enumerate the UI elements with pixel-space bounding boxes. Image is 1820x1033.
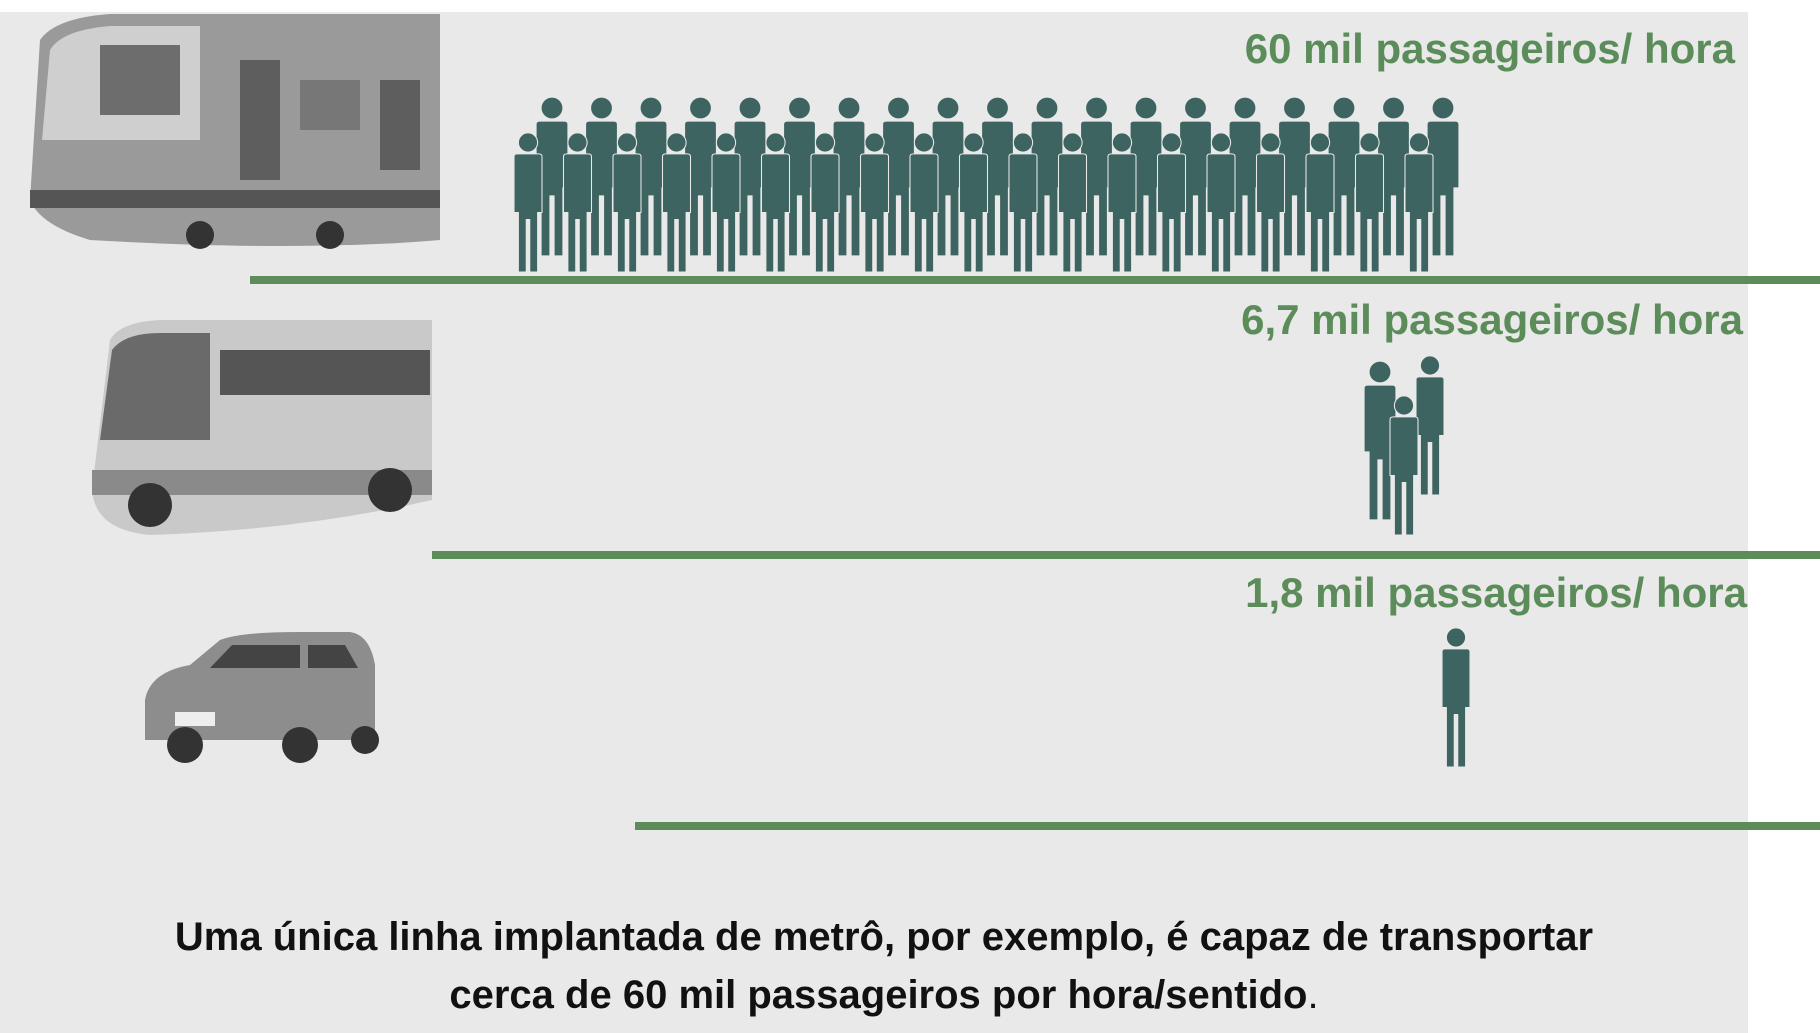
divider [432, 551, 1820, 559]
row-label: 60 mil passageiros/ hora [1245, 25, 1736, 72]
caption-period: . [1307, 973, 1318, 1017]
bus-image [92, 320, 432, 535]
divider [250, 276, 1820, 284]
train-image [30, 14, 440, 249]
row-label: 1,8 mil passageiros/ hora [1245, 569, 1748, 616]
divider [635, 822, 1820, 830]
caption: Uma única linha implantada de metrô, por… [175, 915, 1593, 959]
caption-text: cerca de 60 mil passageiros por hora/sen… [449, 973, 1307, 1017]
page: 60 mil passageiros/ hora 6,7 mil passage… [0, 0, 1820, 1033]
caption: cerca de 60 mil passageiros por hora/sen… [449, 973, 1318, 1017]
row-label: 6,7 mil passageiros/ hora [1241, 296, 1744, 343]
slide: 60 mil passageiros/ hora 6,7 mil passage… [0, 0, 1820, 1033]
